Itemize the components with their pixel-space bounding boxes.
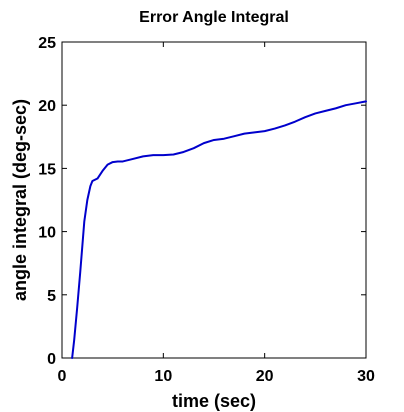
y-tick-label: 5	[47, 288, 56, 305]
y-tick-label: 20	[38, 98, 56, 115]
plot-area	[61, 41, 367, 359]
y-axis: 0 5 10 15 20 25	[38, 35, 366, 368]
x-axis-label: time (sec)	[172, 391, 256, 411]
chart-title: Error Angle Integral	[139, 9, 289, 26]
x-tick-label: 10	[154, 368, 172, 385]
y-tick-label: 10	[38, 225, 56, 242]
y-tick-label: 15	[38, 161, 56, 178]
series-layer	[71, 100, 367, 359]
x-axis: 0 10 20 30	[58, 42, 375, 385]
x-tick-label: 20	[256, 368, 274, 385]
y-tick-label: 0	[47, 351, 56, 368]
y-axis-label: angle integral (deg-sec)	[10, 99, 30, 301]
y-tick-label: 25	[38, 35, 56, 52]
x-tick-label: 0	[58, 368, 67, 385]
x-tick-label: 30	[357, 368, 375, 385]
series-line	[71, 100, 367, 359]
